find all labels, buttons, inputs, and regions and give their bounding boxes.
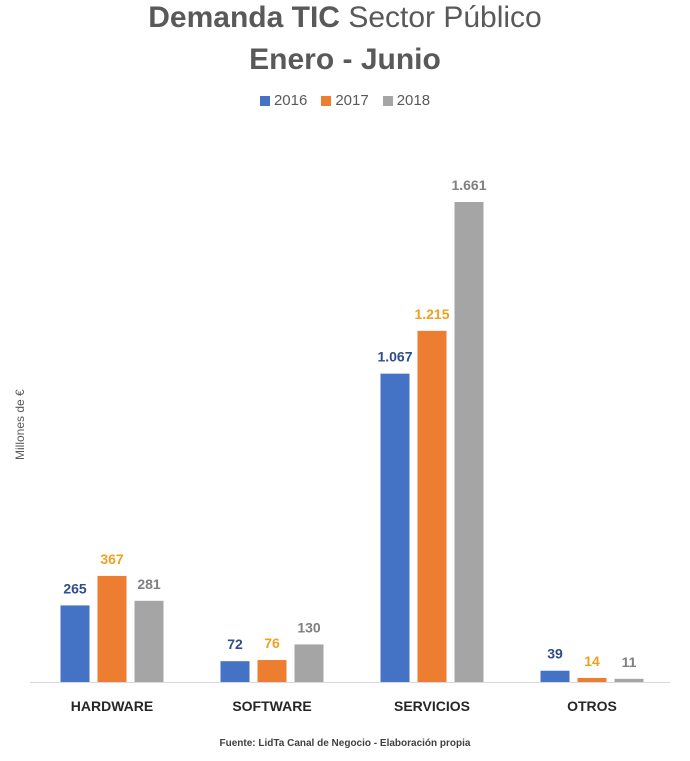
bar-otros-2018 xyxy=(614,678,644,682)
bar-software-2018 xyxy=(294,644,324,682)
legend-item-2016: 2016 xyxy=(259,92,308,109)
chart-title: Demanda TIC Sector Público xyxy=(0,0,690,36)
bar-otros-2017 xyxy=(577,677,607,682)
bar-software-2017 xyxy=(257,660,287,682)
data-label-software-2016: 72 xyxy=(227,636,243,652)
legend-label-2018: 2018 xyxy=(396,92,431,109)
legend-item-2017: 2017 xyxy=(321,92,369,109)
data-label-otros-2018: 11 xyxy=(622,654,637,670)
bar-servicios-2018 xyxy=(454,202,484,682)
data-label-servicios-2017: 1.215 xyxy=(414,306,449,322)
data-label-servicios-2018: 1.661 xyxy=(451,177,486,193)
legend-swatch-2018 xyxy=(382,95,393,106)
legend-label-2016: 2016 xyxy=(273,92,308,109)
data-label-otros-2017: 14 xyxy=(584,653,600,669)
category-label-software: SOFTWARE xyxy=(232,698,311,714)
bar-otros-2016 xyxy=(540,670,570,682)
source-note: Fuente: LidTa Canal de Negocio - Elabora… xyxy=(219,738,471,749)
legend-item-2018: 2018 xyxy=(382,92,431,109)
data-label-software-2017: 76 xyxy=(264,635,280,651)
data-label-hardware-2018: 281 xyxy=(137,576,161,592)
data-label-software-2018: 130 xyxy=(297,619,321,635)
legend-label-2017: 2017 xyxy=(335,92,369,109)
category-label-servicios: SERVICIOS xyxy=(394,698,470,714)
bar-chart: 265 367 281 HARDWARE 72 76 130 SOFTWARE 1.067 1.2… xyxy=(30,177,670,714)
data-label-hardware-2016: 265 xyxy=(63,580,87,596)
category-label-hardware: HARDWARE xyxy=(71,698,153,714)
bar-servicios-2016 xyxy=(380,373,410,682)
legend-swatch-2017 xyxy=(321,95,332,106)
legend-swatch-2016 xyxy=(259,95,270,106)
bar-hardware-2016 xyxy=(60,605,90,682)
chart-title-light: Sector Público xyxy=(348,1,542,34)
category-label-otros: OTROS xyxy=(567,698,617,714)
bar-servicios-2017 xyxy=(417,330,447,682)
data-label-servicios-2016: 1.067 xyxy=(377,349,412,365)
bar-hardware-2018 xyxy=(134,600,164,682)
chart-title-bold: Demanda TIC xyxy=(148,1,340,34)
data-label-otros-2016: 39 xyxy=(547,646,563,662)
data-label-hardware-2017: 367 xyxy=(100,551,124,567)
legend: 2016 2017 2018 xyxy=(0,92,690,109)
chart-subtitle: Enero - Junio xyxy=(249,43,441,76)
bar-software-2016 xyxy=(220,661,250,682)
bar-hardware-2017 xyxy=(97,575,127,682)
